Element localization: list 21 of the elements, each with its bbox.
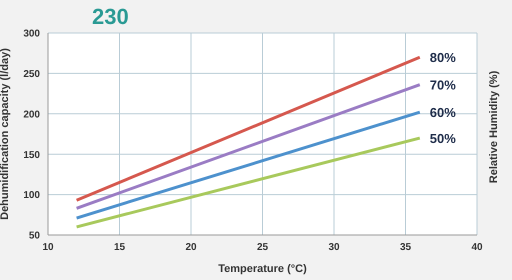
y-tick-label: 200 [23, 109, 40, 120]
y-tick-label: 250 [23, 68, 40, 80]
x-tick-label: 10 [42, 242, 54, 254]
x-axis-title: Temperature (°C) [218, 263, 308, 275]
chart-title: 230 [92, 4, 129, 30]
series-label: 60% [430, 105, 456, 120]
y-tick-label: 300 [23, 28, 40, 40]
x-tick-label: 30 [328, 242, 340, 254]
x-tick-label: 20 [185, 242, 197, 254]
x-tick-label: 35 [400, 242, 412, 254]
series-label: 50% [430, 131, 456, 146]
x-tick-label: 25 [256, 242, 268, 254]
x-tick-label: 40 [471, 242, 483, 254]
x-tick-label: 15 [114, 242, 126, 254]
y-tick-label: 100 [23, 190, 40, 202]
y-axis-title: Dehumidification capacity (l/day) [0, 48, 11, 220]
series-label: 80% [430, 50, 456, 66]
series-label: 70% [430, 78, 456, 93]
y-tick-label: 150 [23, 150, 40, 161]
legend-title: Relative Humidity (%) [488, 70, 500, 184]
y-tick-label: 50 [28, 230, 40, 242]
